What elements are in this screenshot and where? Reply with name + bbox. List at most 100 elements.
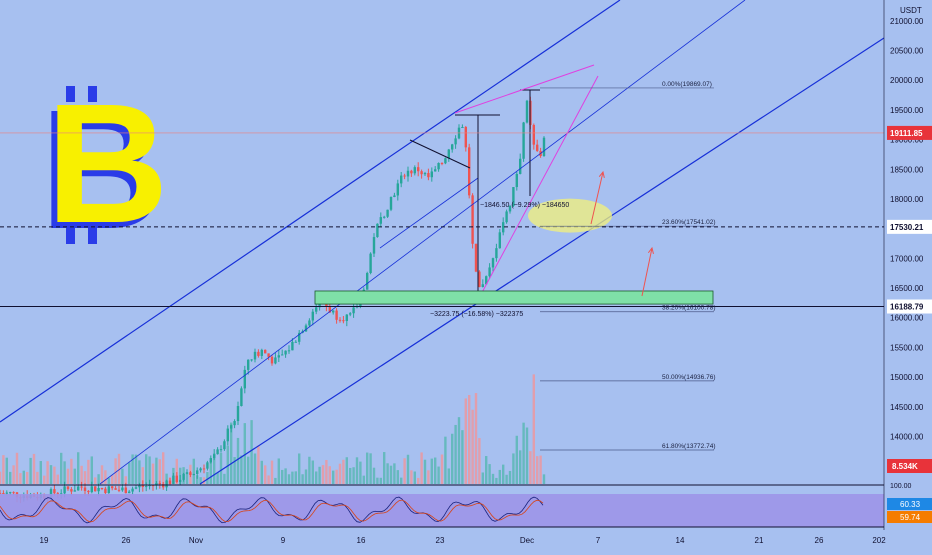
- volume-bar: [131, 454, 134, 484]
- volume-bar: [226, 445, 229, 484]
- volume-bar: [355, 457, 359, 484]
- volume-bar: [185, 473, 189, 484]
- candle-body: [117, 489, 121, 491]
- volume-bar: [471, 409, 474, 484]
- candle-body: [60, 493, 63, 495]
- candle-body: [182, 473, 185, 480]
- highlight-ellipse: [528, 198, 612, 233]
- volume-bar: [145, 454, 148, 484]
- volume-bar: [158, 459, 161, 484]
- volume-tag: 8.534K: [892, 462, 918, 471]
- candle-body: [5, 492, 8, 494]
- volume-bar: [230, 422, 233, 484]
- candle-body: [145, 486, 148, 488]
- candle-body: [257, 351, 260, 356]
- x-tick-label: 16: [357, 536, 366, 545]
- candle-body: [73, 490, 76, 492]
- candle-body: [485, 276, 488, 285]
- volume-bar: [464, 398, 467, 484]
- oscillator-upper-label: 100.00: [890, 483, 912, 490]
- candle-body: [434, 169, 437, 172]
- volume-bar: [53, 466, 56, 484]
- volume-bar: [332, 470, 335, 484]
- candle-body: [206, 462, 209, 469]
- volume-bar: [304, 469, 308, 484]
- candle-body: [141, 485, 144, 487]
- volume-bar: [90, 456, 93, 484]
- fib-label: 23.60%(17541.02): [662, 219, 716, 226]
- volume-bar: [100, 465, 104, 484]
- svg-text:B: B: [40, 75, 163, 265]
- candle-body: [495, 248, 498, 259]
- candle-body: [403, 175, 406, 177]
- candle-body: [315, 307, 318, 312]
- candle-body: [107, 486, 110, 493]
- candle-body: [233, 421, 236, 426]
- fib-label: 38.20%(16100.78): [662, 305, 716, 312]
- volume-bar: [223, 473, 226, 484]
- volume-bar: [175, 458, 178, 484]
- candle-body: [138, 485, 141, 488]
- candle-body: [111, 486, 114, 489]
- candle-body: [349, 313, 352, 315]
- candle-body: [226, 428, 229, 442]
- candle-body: [49, 489, 53, 499]
- volume-bar: [5, 457, 8, 484]
- candle-body: [396, 183, 399, 196]
- candle-body: [53, 489, 56, 494]
- candle-body: [77, 486, 80, 491]
- volume-bar: [461, 430, 464, 484]
- volume-bar: [328, 466, 331, 484]
- volume-bar: [199, 477, 202, 484]
- volume-bar: [124, 476, 127, 484]
- arrow-up-2: [641, 247, 653, 297]
- measurement-label: −3223.75 (−16.58%) −322375: [430, 311, 523, 318]
- level-tag-1: 17530.21: [890, 223, 924, 232]
- volume-bar: [515, 435, 518, 484]
- volume-bar: [532, 374, 535, 484]
- candle-body: [430, 171, 433, 178]
- candle-body: [148, 485, 151, 487]
- volume-bar: [437, 466, 440, 484]
- candle-body: [352, 307, 355, 314]
- volume-bar: [427, 470, 430, 484]
- volume-bar: [128, 462, 131, 484]
- candle-body: [525, 100, 529, 123]
- candle-body: [298, 332, 301, 342]
- volume-bar: [542, 474, 546, 484]
- candle-body: [512, 187, 515, 206]
- volume-bar: [369, 453, 372, 484]
- candle-body: [471, 195, 474, 244]
- volume-bar: [264, 465, 267, 484]
- candle-body: [542, 137, 546, 157]
- y-tick-label: 14500.00: [890, 403, 924, 412]
- volume-bar: [148, 456, 151, 484]
- volume-bar: [117, 453, 121, 484]
- volume-bar: [352, 467, 355, 484]
- y-tick-label: 18500.00: [890, 165, 924, 174]
- currency-label: USDT: [900, 6, 922, 15]
- candle-body: [87, 490, 90, 493]
- volume-bar: [468, 395, 471, 484]
- fib-label: 50.00%(14936.76): [662, 374, 716, 381]
- volume-bar: [301, 474, 304, 484]
- x-tick-label: 202: [872, 536, 886, 545]
- candle-body: [114, 488, 117, 490]
- volume-bar: [495, 477, 498, 484]
- candle-body: [83, 487, 87, 491]
- oscillator-tag-2-bg: [887, 511, 932, 523]
- volume-bar: [498, 469, 501, 484]
- candle-body: [202, 468, 206, 470]
- last-price-tag-bg: [887, 125, 932, 140]
- volume-bar: [505, 474, 508, 484]
- volume-bar: [165, 473, 168, 484]
- candle-body: [121, 487, 124, 491]
- candle-body: [454, 138, 457, 145]
- volume-bar: [359, 461, 362, 484]
- y-tick-label: 17000.00: [890, 254, 924, 263]
- volume-bar: [270, 460, 274, 484]
- volume-bar: [522, 422, 525, 484]
- volume-bar: [311, 460, 314, 484]
